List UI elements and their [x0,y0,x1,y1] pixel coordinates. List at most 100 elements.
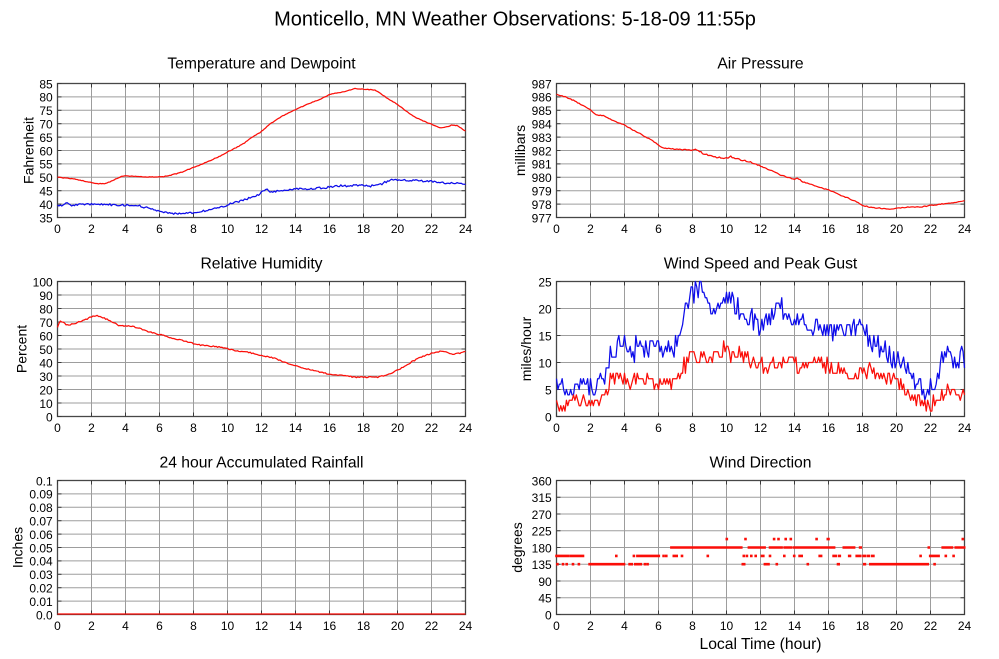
svg-text:Fahrenheit: Fahrenheit [21,117,37,184]
svg-text:0.09: 0.09 [29,488,53,502]
svg-text:45: 45 [538,592,552,606]
svg-text:8: 8 [190,222,197,236]
svg-text:16: 16 [822,222,836,236]
svg-text:20: 20 [391,421,405,435]
svg-text:2: 2 [587,222,594,236]
svg-text:75: 75 [39,104,53,118]
svg-text:24: 24 [459,222,473,236]
svg-text:16: 16 [822,619,836,633]
svg-text:8: 8 [190,421,197,435]
svg-text:2: 2 [587,421,594,435]
svg-text:20: 20 [890,619,904,633]
svg-text:35: 35 [39,211,53,225]
svg-text:0.06: 0.06 [29,528,53,542]
svg-text:25: 25 [538,275,552,289]
svg-text:6: 6 [655,619,662,633]
svg-text:40: 40 [39,198,53,212]
svg-text:4: 4 [621,619,628,633]
svg-text:0.07: 0.07 [29,515,53,529]
svg-text:80: 80 [39,302,53,316]
svg-text:40: 40 [39,356,53,370]
svg-text:24: 24 [958,222,972,236]
svg-text:10: 10 [538,356,552,370]
svg-text:6: 6 [156,619,163,633]
svg-text:982: 982 [532,144,552,158]
svg-text:60: 60 [39,144,53,158]
svg-text:22: 22 [924,619,938,633]
svg-text:0.02: 0.02 [29,582,53,596]
svg-text:8: 8 [689,619,696,633]
svg-text:0.03: 0.03 [29,568,53,582]
svg-text:70: 70 [39,316,53,330]
svg-text:14: 14 [788,619,802,633]
svg-text:20: 20 [890,222,904,236]
svg-text:986: 986 [532,91,552,105]
svg-text:0: 0 [553,222,560,236]
svg-text:6: 6 [655,421,662,435]
svg-text:20: 20 [391,222,405,236]
svg-text:0: 0 [54,619,61,633]
svg-text:6: 6 [156,222,163,236]
svg-text:20: 20 [39,383,53,397]
svg-text:4: 4 [122,222,129,236]
svg-text:0: 0 [545,608,552,622]
svg-text:15: 15 [538,329,552,343]
svg-text:18: 18 [357,222,371,236]
svg-text:55: 55 [39,158,53,172]
svg-text:10: 10 [221,222,235,236]
svg-text:270: 270 [532,508,552,522]
svg-text:0.01: 0.01 [29,595,53,609]
svg-text:981: 981 [532,158,552,172]
svg-text:20: 20 [538,302,552,316]
svg-text:90: 90 [39,289,53,303]
svg-text:degrees: degrees [509,522,525,573]
svg-text:18: 18 [856,222,870,236]
svg-text:12: 12 [754,619,768,633]
svg-text:miles/hour: miles/hour [518,316,534,381]
svg-text:0.0: 0.0 [36,608,53,622]
svg-text:2: 2 [88,222,95,236]
svg-text:10: 10 [720,619,734,633]
svg-text:984: 984 [532,118,552,132]
svg-text:0.08: 0.08 [29,501,53,515]
svg-text:0: 0 [545,410,552,424]
svg-text:22: 22 [924,421,938,435]
svg-text:135: 135 [532,558,552,572]
svg-text:2: 2 [587,619,594,633]
svg-text:180: 180 [532,541,552,555]
svg-text:100: 100 [33,275,53,289]
svg-text:24: 24 [459,619,473,633]
svg-text:0.04: 0.04 [29,555,53,569]
svg-text:18: 18 [856,619,870,633]
svg-text:22: 22 [425,619,439,633]
svg-text:4: 4 [122,619,129,633]
svg-text:Air Pressure: Air Pressure [717,55,804,72]
svg-text:Wind Speed and Peak Gust: Wind Speed and Peak Gust [664,256,858,273]
svg-text:Inches: Inches [10,527,26,568]
svg-text:8: 8 [689,421,696,435]
svg-text:987: 987 [532,77,552,91]
svg-text:12: 12 [754,421,768,435]
svg-text:16: 16 [323,222,337,236]
svg-text:10: 10 [39,397,53,411]
svg-text:18: 18 [856,421,870,435]
svg-text:16: 16 [822,421,836,435]
svg-text:10: 10 [221,619,235,633]
svg-text:80: 80 [39,91,53,105]
svg-text:2: 2 [88,421,95,435]
svg-text:20: 20 [391,619,405,633]
svg-text:0.1: 0.1 [36,474,53,488]
svg-text:6: 6 [156,421,163,435]
svg-text:360: 360 [532,474,552,488]
svg-text:4: 4 [122,421,129,435]
svg-text:14: 14 [289,421,303,435]
svg-text:60: 60 [39,329,53,343]
svg-text:24: 24 [958,421,972,435]
svg-text:30: 30 [39,370,53,384]
svg-text:983: 983 [532,131,552,145]
svg-text:0: 0 [46,410,53,424]
svg-text:18: 18 [357,619,371,633]
svg-text:Local Time (hour): Local Time (hour) [699,636,821,653]
svg-text:22: 22 [924,222,938,236]
svg-text:12: 12 [754,222,768,236]
